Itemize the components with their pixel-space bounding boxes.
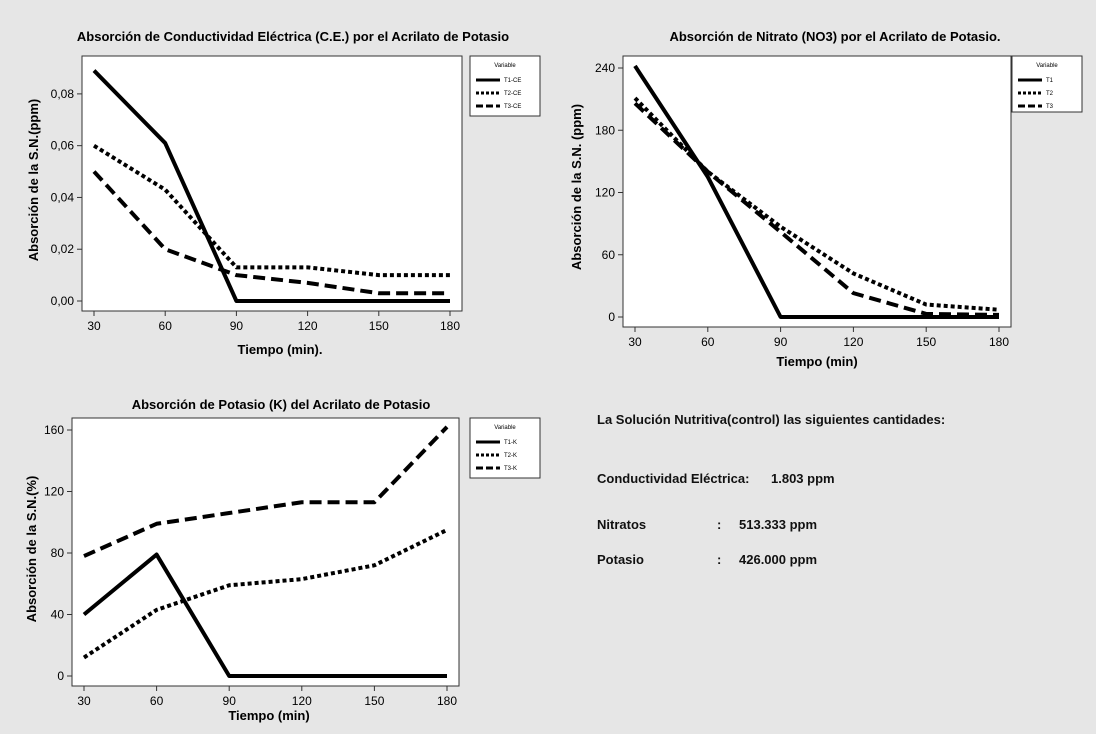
x-tick-label: 180 (437, 694, 457, 708)
x-tick-label: 30 (77, 694, 91, 708)
x-tick-label: 120 (843, 335, 863, 349)
plot-area (81, 55, 463, 312)
info-value: 1.803 ppm (771, 471, 835, 486)
x-tick-label: 120 (298, 319, 318, 333)
info-label: Potasio (597, 552, 644, 567)
x-tick-label: 90 (223, 694, 237, 708)
y-tick-label: 0,02 (51, 242, 75, 256)
info-label: Nitratos (597, 517, 647, 532)
y-tick-label: 0,08 (51, 87, 75, 101)
series-line-t1-ce (92, 69, 450, 303)
chart-ce: Absorción de Conductividad Eléctrica (C.… (26, 29, 541, 357)
info-label: Conductividad Eléctrica: (597, 471, 750, 486)
y-axis-label: Absorción de la S.N. (ppm) (569, 104, 584, 270)
series-line-t3-k (83, 425, 449, 558)
chart-title: Absorción de Potasio (K) del Acrilato de… (132, 397, 431, 412)
y-tick-label: 240 (595, 61, 615, 75)
legend-label: T3 (1046, 104, 1054, 110)
x-tick-label: 120 (292, 694, 312, 708)
x-tick-label: 150 (916, 335, 936, 349)
legend-label: T3-CE (504, 104, 521, 110)
control-solution-title: La Solución Nutritiva(control) las sigui… (597, 412, 946, 427)
y-axis-label: Absorción de la S.N.(%) (24, 476, 39, 623)
legend-title: Variable (1036, 63, 1058, 69)
chart-k: Absorción de Potasio (K) del Acrilato de… (24, 397, 541, 723)
y-tick-label: 0,04 (51, 190, 75, 204)
x-tick-label: 30 (628, 335, 642, 349)
legend-label: T1-K (504, 440, 517, 446)
x-tick-label: 60 (150, 694, 164, 708)
x-tick-label: 90 (774, 335, 788, 349)
info-value: 513.333 ppm (739, 517, 818, 532)
y-tick-label: 0 (608, 310, 615, 324)
chart-no3: Absorción de Nitrato (NO3) por el Acrila… (569, 29, 1083, 369)
y-tick-label: 120 (595, 186, 615, 200)
legend-label: T3-K (504, 466, 517, 472)
y-tick-label: 0,06 (51, 139, 75, 153)
x-tick-label: 60 (701, 335, 715, 349)
y-tick-label: 0 (57, 669, 64, 683)
y-tick-label: 40 (51, 608, 65, 622)
y-axis-label: Absorción de la S.N.(ppm) (26, 99, 41, 262)
y-tick-label: 80 (51, 546, 65, 560)
x-axis-label: Tiempo (min) (776, 354, 857, 369)
series-line-t2-k (82, 528, 448, 660)
chart-title: Absorción de Nitrato (NO3) por el Acrila… (669, 29, 1000, 44)
legend-label: T1-CE (504, 78, 521, 84)
plot-area (622, 55, 1012, 328)
legend-title: Variable (494, 425, 516, 431)
legend-box (1011, 55, 1083, 113)
info-separator: : (717, 517, 722, 532)
chart-title: Absorción de Conductividad Eléctrica (C.… (77, 29, 509, 44)
y-tick-label: 120 (44, 485, 64, 499)
x-tick-label: 90 (230, 319, 244, 333)
x-axis-label: Tiempo (min) (228, 708, 309, 723)
x-tick-label: 150 (364, 694, 384, 708)
series-line-t1-k (82, 552, 447, 678)
y-tick-label: 180 (595, 123, 615, 137)
y-tick-label: 0,00 (51, 294, 75, 308)
legend-label: T2-CE (504, 91, 521, 97)
x-tick-label: 150 (369, 319, 389, 333)
x-tick-label: 180 (989, 335, 1009, 349)
y-tick-label: 60 (602, 248, 616, 262)
x-tick-label: 180 (440, 319, 460, 333)
legend-label: T1 (1046, 78, 1054, 84)
x-axis-label: Tiempo (min). (238, 342, 323, 357)
y-tick-label: 160 (44, 423, 64, 437)
info-separator: : (717, 552, 722, 567)
series-line-t3 (633, 101, 1000, 317)
series-line-t2-ce (92, 143, 450, 278)
plot-area (71, 417, 460, 687)
x-tick-label: 60 (159, 319, 173, 333)
series-line-t3-ce (92, 170, 450, 296)
legend-label: T2 (1046, 91, 1054, 97)
x-tick-label: 30 (87, 319, 101, 333)
legend-label: T2-K (504, 453, 517, 459)
info-value: 426.000 ppm (739, 552, 818, 567)
legend-title: Variable (494, 63, 516, 69)
